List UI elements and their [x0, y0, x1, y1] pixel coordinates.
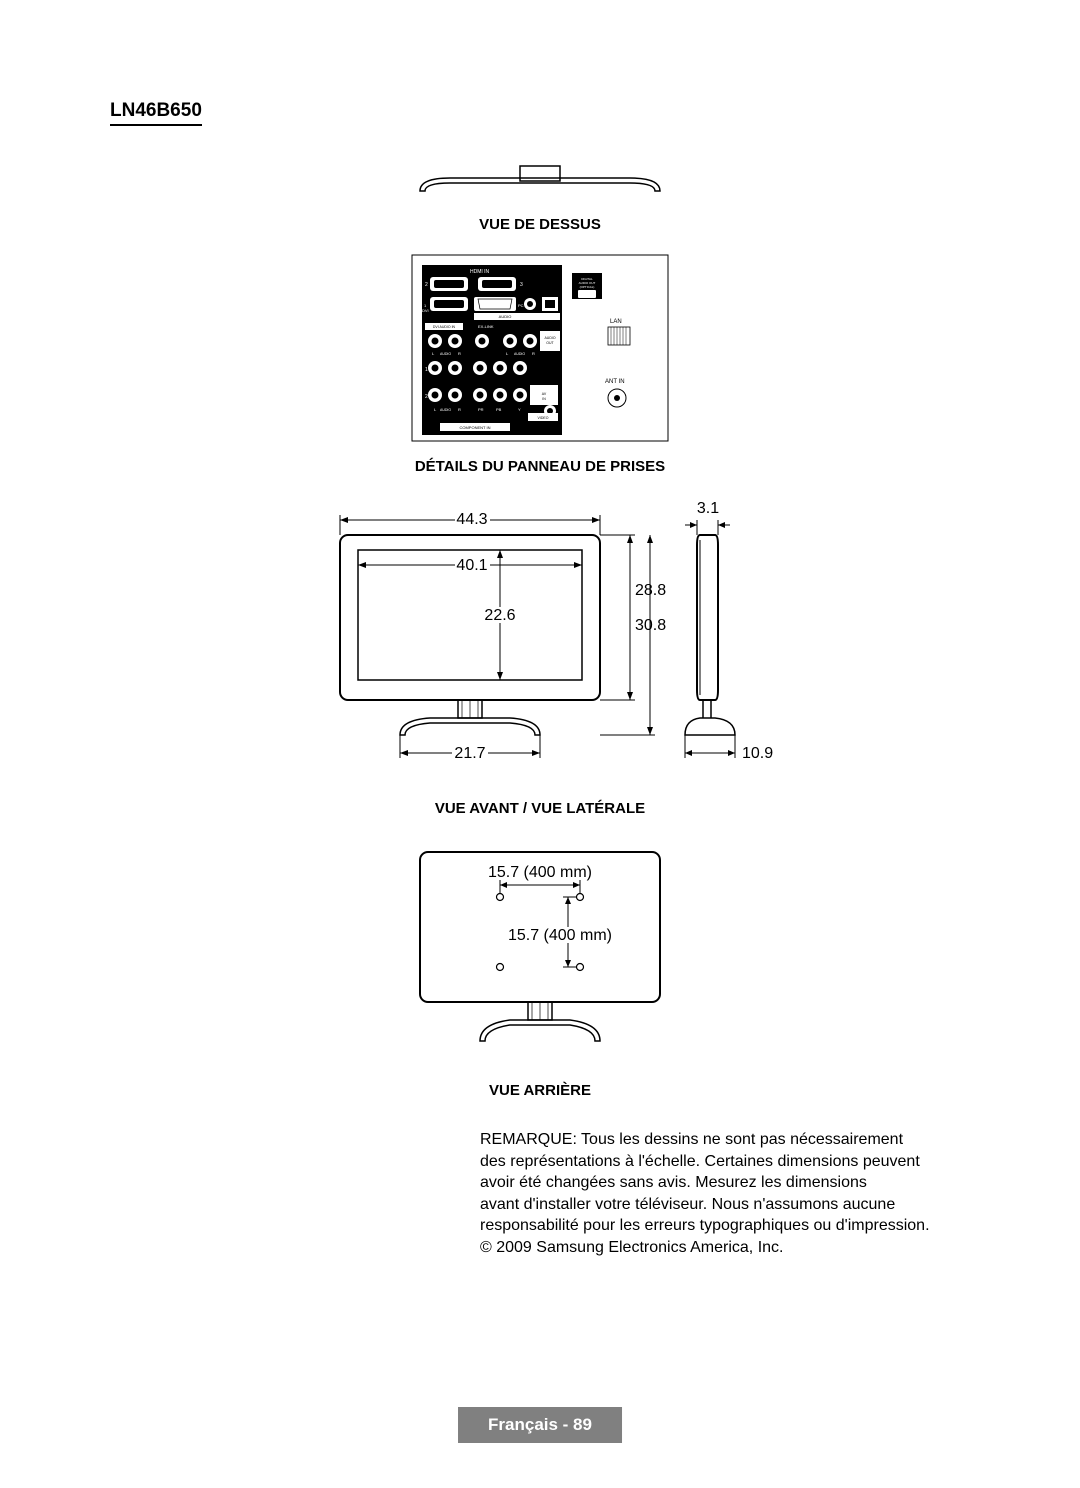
svg-text:PR: PR: [478, 407, 484, 412]
svg-text:22.6: 22.6: [484, 607, 515, 624]
svg-text:DVI AUDIO IN: DVI AUDIO IN: [433, 325, 456, 329]
svg-text:AUDIO: AUDIO: [544, 336, 555, 340]
svg-text:AUDIO: AUDIO: [440, 408, 451, 412]
svg-text:AV: AV: [542, 392, 547, 396]
model-title: LN46B650: [110, 100, 202, 126]
svg-text:AUDIO: AUDIO: [440, 352, 451, 356]
note-block: REMARQUE: Tous les dessins ne sont pas n…: [480, 1129, 960, 1259]
rear-view-diagram: 15.7 (400 mm) 15.7 (400 mm): [390, 837, 690, 1067]
svg-text:AUDIO: AUDIO: [514, 352, 525, 356]
svg-text:PC: PC: [518, 303, 524, 308]
svg-text:DVI: DVI: [422, 308, 429, 313]
jack-panel-diagram: HDMI IN 2 3 1 DVI PC AUDIO DVI AUDIO IN …: [410, 253, 670, 443]
svg-text:PB: PB: [496, 407, 502, 412]
front-side-label: VUE AVANT / VUE LATÉRALE: [435, 800, 645, 817]
page-footer: Français - 89: [458, 1407, 622, 1443]
svg-text:40.1: 40.1: [456, 557, 487, 574]
svg-text:(OPTICAL): (OPTICAL): [580, 285, 595, 289]
jack-panel-label: DÉTAILS DU PANNEAU DE PRISES: [415, 458, 665, 475]
svg-text:44.3: 44.3: [456, 511, 487, 528]
svg-text:Y: Y: [518, 407, 521, 412]
svg-text:ANT IN: ANT IN: [605, 379, 625, 385]
svg-text:OUT: OUT: [546, 341, 554, 345]
note-line: des représentations à l'échelle. Certain…: [480, 1151, 960, 1173]
svg-text:15.7 (400 mm): 15.7 (400 mm): [508, 927, 612, 944]
svg-text:1: 1: [425, 367, 428, 373]
svg-text:R: R: [458, 351, 461, 356]
svg-text:R: R: [458, 407, 461, 412]
note-line: REMARQUE: Tous les dessins ne sont pas n…: [480, 1129, 960, 1151]
front-side-diagram: 44.3 40.1 22.6 21.7: [290, 495, 790, 785]
svg-text:15.7 (400 mm): 15.7 (400 mm): [488, 864, 592, 881]
svg-text:IN: IN: [542, 397, 546, 401]
svg-text:30.8: 30.8: [635, 617, 666, 634]
svg-text:VIDEO: VIDEO: [538, 416, 549, 420]
note-line: avant d'installer votre téléviseur. Nous…: [480, 1194, 960, 1216]
svg-text:AUDIO: AUDIO: [499, 314, 512, 319]
note-line: avoir été changées sans avis. Mesurez le…: [480, 1172, 960, 1194]
svg-text:3.1: 3.1: [697, 500, 719, 517]
svg-text:3: 3: [520, 282, 523, 288]
rear-view-label: VUE ARRIÈRE: [489, 1082, 591, 1099]
svg-text:HDMI IN: HDMI IN: [470, 269, 490, 275]
svg-text:LAN: LAN: [610, 319, 622, 325]
svg-text:2: 2: [425, 282, 428, 288]
diagrams: VUE DE DESSUS HDMI IN 2 3 1 DVI PC: [110, 156, 970, 1119]
svg-text:R: R: [532, 351, 535, 356]
svg-text:2: 2: [425, 394, 428, 400]
svg-text:EX-LINK: EX-LINK: [478, 324, 494, 329]
top-view-diagram: [410, 156, 670, 201]
svg-text:COMPONENT IN: COMPONENT IN: [459, 425, 490, 430]
copyright: © 2009 Samsung Electronics America, Inc.: [480, 1237, 960, 1259]
svg-text:28.8: 28.8: [635, 582, 666, 599]
svg-text:10.9: 10.9: [742, 745, 773, 762]
top-view-label: VUE DE DESSUS: [479, 216, 601, 233]
svg-text:21.7: 21.7: [454, 745, 485, 762]
note-line: responsabilité pour les erreurs typograp…: [480, 1215, 960, 1237]
